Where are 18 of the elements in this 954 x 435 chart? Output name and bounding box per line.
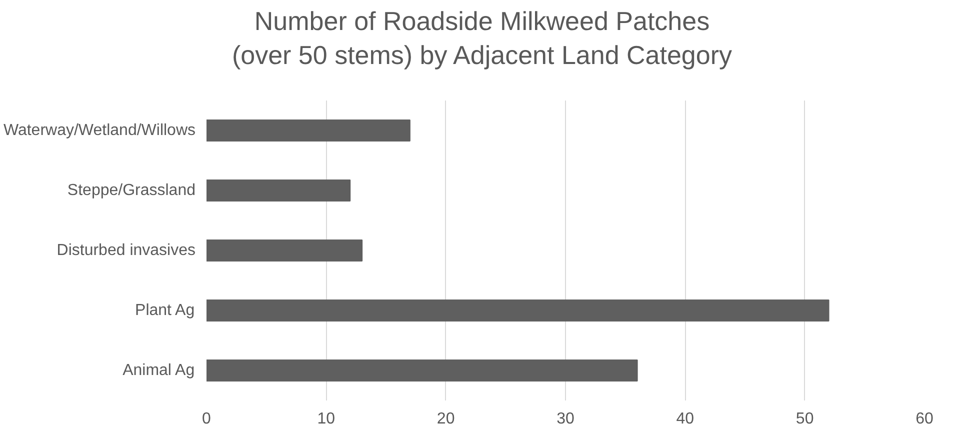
bar bbox=[206, 300, 830, 322]
y-tick-label: Animal Ag bbox=[122, 362, 195, 379]
y-tick-label: Steppe/Grassland bbox=[67, 182, 196, 199]
bar bbox=[206, 240, 363, 262]
y-tick-label: Disturbed invasives bbox=[56, 242, 196, 259]
x-tick-label: 10 bbox=[317, 410, 336, 428]
x-tick-label: 40 bbox=[676, 410, 694, 428]
bar bbox=[206, 120, 410, 142]
x-tick-label: 20 bbox=[436, 410, 455, 428]
x-tick-label: 0 bbox=[202, 410, 212, 428]
chart-title: Number of Roadside Milkweed Patches (over 50 stems) by Adjacent Land Category bbox=[232, 5, 732, 72]
bar bbox=[206, 360, 638, 382]
x-tick-label: 60 bbox=[916, 410, 934, 428]
x-tick-label: 30 bbox=[556, 410, 574, 428]
bar bbox=[206, 180, 351, 202]
x-tick-label: 50 bbox=[796, 410, 814, 428]
y-tick-label: Plant Ag bbox=[135, 302, 195, 319]
y-tick-label: Waterway/Wetland/Willows bbox=[3, 122, 196, 139]
